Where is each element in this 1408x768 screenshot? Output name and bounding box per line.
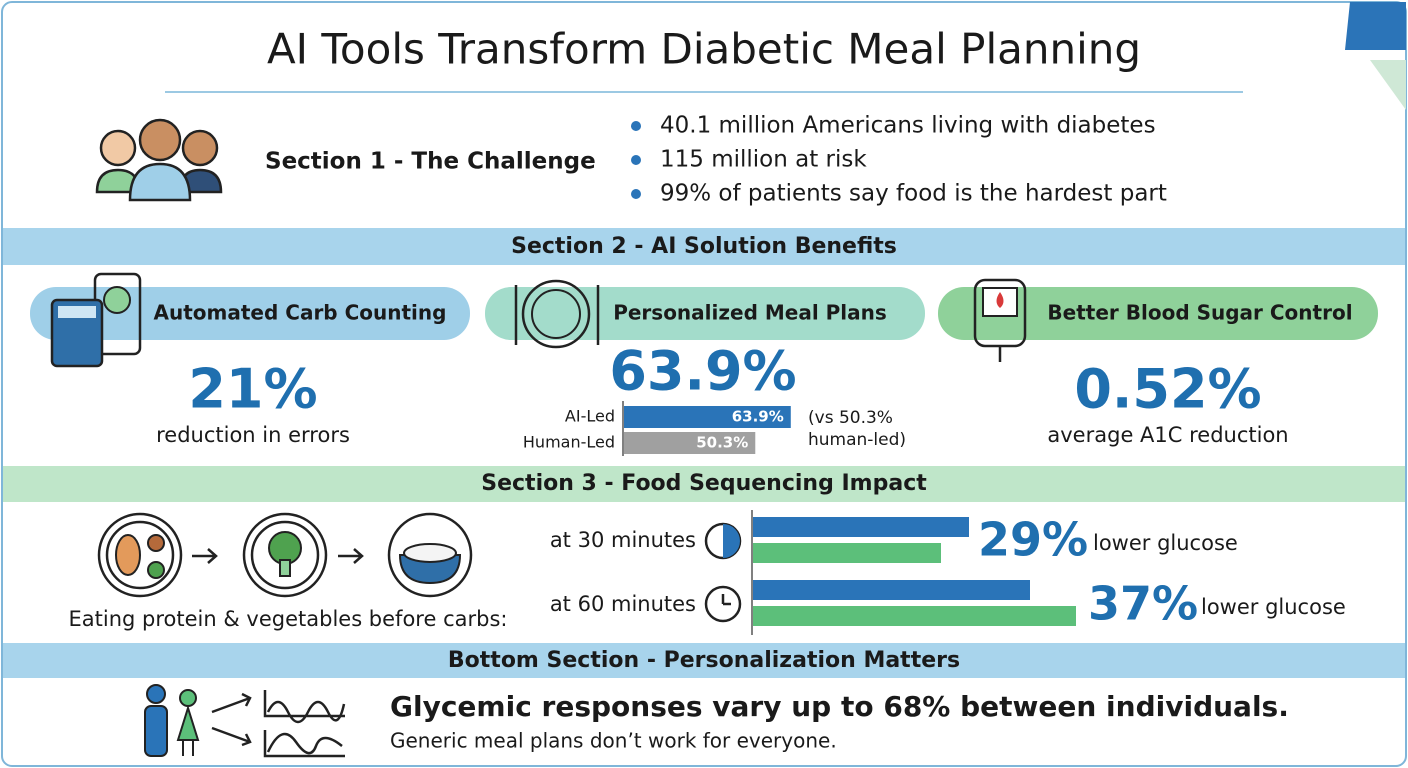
glucose-meter-icon [973,278,1027,362]
section-heading: Section 2 - AI Solution Benefits [511,234,897,259]
plate-sequence-icon [97,512,473,598]
impact-text: lower glucose [1201,595,1346,619]
people-icon [95,118,223,202]
illustrative-bar [753,517,969,537]
benefit-pill [485,287,925,340]
bar-name: AI-Led [565,407,615,426]
bar-note: human-led) [808,430,906,450]
impact-stat: 29% [978,513,1088,567]
corner-decoration [1345,2,1406,50]
corner-decoration [1370,60,1406,110]
time-label: at 30 minutes [550,528,696,552]
benefit-label: Personalized Meal Plans [613,301,887,325]
bullet-dot [631,155,641,165]
bullet-dot [631,189,641,199]
impact-text: lower glucose [1093,531,1238,555]
benefit-label: Automated Carb Counting [154,301,447,325]
impact-stat: 37% [1088,577,1198,631]
plate-icon [514,279,600,349]
bar-note: (vs 50.3% [808,408,893,428]
section-heading: Section 1 - The Challenge [265,149,596,175]
benefit-caption: reduction in errors [156,423,350,447]
illustrative-bar [753,580,1030,600]
bullet-text: 40.1 million Americans living with diabe… [660,113,1156,139]
benefit-pill [938,287,1378,340]
title: AI Tools Transform Diabetic Meal Plannin… [267,25,1141,74]
subline: Generic meal plans don’t work for everyo… [390,729,837,753]
bar [624,406,791,428]
calculator-icon [50,272,142,368]
section-band [3,643,1405,678]
bar-value-label: 63.9% [732,408,784,426]
benefit-stat: 21% [188,358,317,421]
time-label: at 60 minutes [550,592,696,616]
bullet-text: 115 million at risk [660,147,867,173]
sequence-caption: Eating protein & vegetables before carbs… [69,607,508,631]
headline: Glycemic responses vary up to 68% betwee… [390,690,1289,723]
section-band [3,228,1405,265]
illustrative-bar [753,606,1076,626]
benefit-label: Better Blood Sugar Control [1047,301,1352,325]
individuals-icon [144,684,346,758]
section-heading: Bottom Section - Personalization Matters [448,648,960,673]
section-band [3,466,1405,502]
benefit-caption: average A1C reduction [1047,423,1288,447]
illustrative-bar [753,543,941,563]
bar-value-label: 50.3% [696,434,748,452]
section-heading: Section 3 - Food Sequencing Impact [481,471,927,496]
benefit-stat: 0.52% [1074,358,1261,421]
clock-icon [704,522,742,623]
bullet-dot [631,121,641,131]
bar [624,432,756,454]
benefit-stat: 63.9% [609,340,796,403]
bar-name: Human-Led [523,433,615,452]
bullet-text: 99% of patients say food is the hardest … [660,181,1167,207]
